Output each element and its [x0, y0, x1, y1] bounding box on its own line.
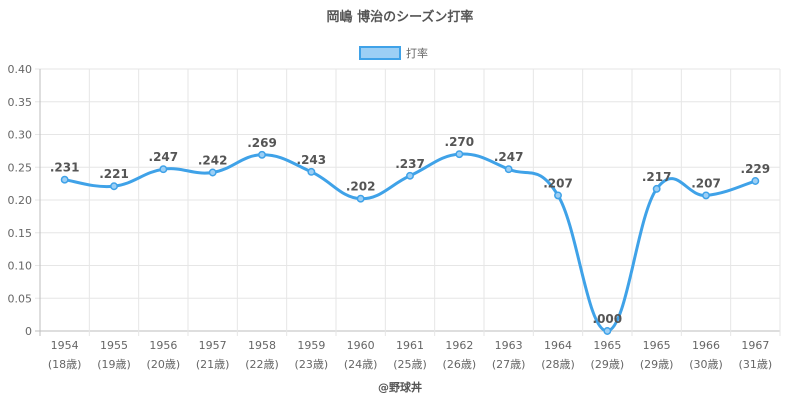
x-tick-sublabel: (28歳): [541, 358, 575, 371]
data-point[interactable]: [60, 175, 69, 184]
data-point[interactable]: [208, 168, 217, 177]
x-tick-sublabel: (23歳): [295, 358, 329, 371]
x-tick-label: 1958: [248, 339, 276, 352]
x-axis: 1954 (18歳) 1955 (19歳) 1956 (20歳) 1957 (21歳) 1958…: [48, 339, 772, 371]
data-label: .270: [445, 135, 475, 149]
data-label: .243: [297, 153, 327, 167]
x-tick-sublabel: (29歳): [591, 358, 625, 371]
y-tick-label: 0.10: [8, 260, 33, 273]
data-point[interactable]: [751, 177, 760, 185]
data-label: .217: [642, 170, 672, 184]
data-point[interactable]: [258, 150, 266, 159]
data-label: .221: [99, 167, 129, 181]
data-labels: .231 .221 .247 .242 .269 .243 .202 .237 .270 .247…: [50, 135, 770, 326]
x-tick-label: 1964: [544, 339, 572, 352]
data-label: .269: [247, 136, 277, 150]
x-tick-label: 1959: [297, 339, 325, 352]
x-tick-sublabel: (22歳): [245, 358, 279, 371]
x-tick-sublabel: (24歳): [344, 358, 378, 371]
y-tick-label: 0.30: [8, 129, 33, 142]
x-tick-label: 1963: [495, 339, 523, 352]
x-tick-sublabel: (31歳): [739, 358, 773, 371]
legend[interactable]: 打率: [359, 46, 428, 60]
data-label: .247: [149, 150, 179, 164]
x-tick-label: 1967: [741, 339, 769, 352]
data-label: .000: [593, 312, 623, 326]
data-point[interactable]: [406, 171, 414, 180]
x-tick-sublabel: (30歳): [689, 358, 723, 371]
data-label: .229: [741, 162, 771, 176]
x-tick-sublabel: (26歳): [443, 358, 477, 371]
x-tick-label: 1960: [347, 339, 375, 352]
x-tick-label: 1957: [199, 339, 227, 352]
x-tick-sublabel: (18歳): [48, 358, 82, 371]
x-tick-sublabel: (19歳): [97, 358, 131, 371]
x-tick-sublabel: (29歳): [640, 358, 674, 371]
x-tick-label: 1965: [643, 339, 671, 352]
x-tick-label: 1954: [51, 339, 79, 352]
data-points: [60, 150, 760, 335]
data-label: .207: [543, 176, 573, 190]
data-label: .202: [346, 180, 376, 194]
data-point[interactable]: [504, 165, 513, 174]
x-tick-sublabel: (25歳): [393, 358, 427, 371]
y-tick-label: 0.40: [8, 63, 33, 76]
y-tick-label: 0.25: [8, 161, 33, 174]
data-point[interactable]: [652, 184, 661, 193]
data-label: .247: [494, 150, 524, 164]
data-label: .231: [50, 161, 80, 175]
y-tick-label: 0.15: [8, 227, 33, 240]
x-tick-sublabel: (27歳): [492, 358, 526, 371]
x-tick-label: 1966: [692, 339, 720, 352]
x-tick-label: 1965: [593, 339, 621, 352]
series-line: [64, 152, 756, 333]
x-tick-sublabel: (20歳): [147, 358, 181, 371]
x-tick-sublabel: (21歳): [196, 358, 230, 371]
data-label: .242: [198, 153, 228, 167]
legend-swatch: [359, 46, 401, 60]
x-tick-label: 1956: [149, 339, 177, 352]
y-tick-label: 0: [25, 325, 32, 338]
y-tick-label: 0.05: [8, 292, 33, 305]
x-tick-label: 1961: [396, 339, 424, 352]
y-tick-label: 0.20: [8, 194, 33, 207]
data-label: .207: [691, 176, 721, 190]
x-tick-label: 1962: [445, 339, 473, 352]
y-axis: 0 0.05 0.10 0.15 0.20 0.25 0.30 0.35 0.40: [8, 63, 33, 338]
data-label: .237: [395, 157, 425, 171]
data-point[interactable]: [554, 191, 562, 200]
chart-title: 岡嶋 博治のシーズン打率: [327, 9, 474, 25]
legend-label: 打率: [406, 46, 428, 60]
data-point[interactable]: [356, 194, 365, 203]
data-point[interactable]: [702, 191, 710, 200]
y-tick-label: 0.35: [8, 96, 33, 109]
data-point[interactable]: [603, 327, 612, 335]
data-point[interactable]: [159, 165, 168, 174]
data-point[interactable]: [307, 167, 316, 176]
credit: @野球丼: [378, 380, 422, 394]
grid: [35, 68, 781, 336]
data-point[interactable]: [455, 150, 464, 159]
data-point[interactable]: [110, 182, 118, 191]
x-tick-label: 1955: [100, 339, 128, 352]
